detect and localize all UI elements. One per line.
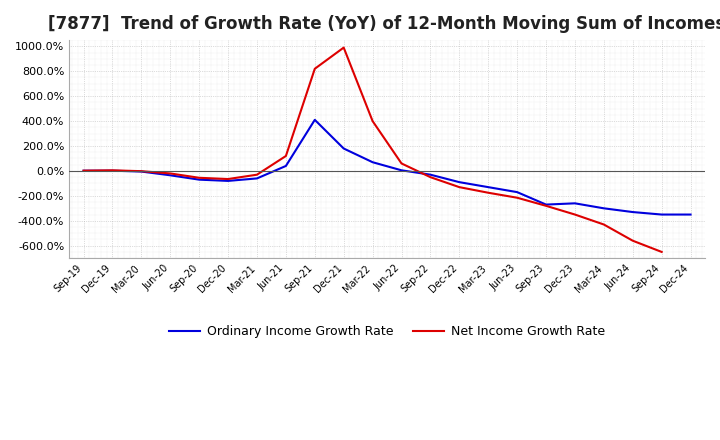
Net Income Growth Rate — [513, 195, 521, 200]
Net Income Growth Rate — [253, 172, 261, 177]
Line: Net Income Growth Rate: Net Income Growth Rate — [84, 48, 662, 252]
Net Income Growth Rate — [397, 161, 406, 166]
Ordinary Income Growth Rate — [657, 212, 666, 217]
Ordinary Income Growth Rate — [310, 117, 319, 122]
Ordinary Income Growth Rate — [224, 178, 233, 183]
Ordinary Income Growth Rate — [369, 160, 377, 165]
Ordinary Income Growth Rate — [253, 176, 261, 181]
Title: [7877]  Trend of Growth Rate (YoY) of 12-Month Moving Sum of Incomes: [7877] Trend of Growth Rate (YoY) of 12-… — [48, 15, 720, 33]
Ordinary Income Growth Rate — [600, 205, 608, 211]
Net Income Growth Rate — [541, 203, 550, 209]
Net Income Growth Rate — [657, 249, 666, 255]
Net Income Growth Rate — [166, 171, 174, 176]
Ordinary Income Growth Rate — [484, 184, 492, 190]
Net Income Growth Rate — [455, 184, 464, 190]
Line: Ordinary Income Growth Rate: Ordinary Income Growth Rate — [84, 120, 690, 215]
Net Income Growth Rate — [426, 175, 435, 180]
Net Income Growth Rate — [195, 175, 204, 180]
Net Income Growth Rate — [310, 66, 319, 71]
Net Income Growth Rate — [369, 118, 377, 124]
Net Income Growth Rate — [224, 176, 233, 182]
Net Income Growth Rate — [137, 169, 145, 174]
Ordinary Income Growth Rate — [108, 168, 117, 173]
Ordinary Income Growth Rate — [541, 202, 550, 207]
Ordinary Income Growth Rate — [629, 209, 637, 215]
Net Income Growth Rate — [571, 212, 580, 217]
Net Income Growth Rate — [629, 238, 637, 243]
Ordinary Income Growth Rate — [455, 180, 464, 185]
Ordinary Income Growth Rate — [79, 168, 88, 173]
Net Income Growth Rate — [484, 190, 492, 195]
Net Income Growth Rate — [108, 168, 117, 173]
Net Income Growth Rate — [79, 168, 88, 173]
Ordinary Income Growth Rate — [571, 201, 580, 206]
Ordinary Income Growth Rate — [513, 190, 521, 195]
Ordinary Income Growth Rate — [166, 172, 174, 178]
Ordinary Income Growth Rate — [339, 146, 348, 151]
Net Income Growth Rate — [282, 154, 290, 159]
Legend: Ordinary Income Growth Rate, Net Income Growth Rate: Ordinary Income Growth Rate, Net Income … — [163, 320, 611, 344]
Ordinary Income Growth Rate — [686, 212, 695, 217]
Ordinary Income Growth Rate — [137, 169, 145, 174]
Net Income Growth Rate — [600, 222, 608, 227]
Ordinary Income Growth Rate — [282, 163, 290, 169]
Net Income Growth Rate — [339, 45, 348, 50]
Ordinary Income Growth Rate — [195, 177, 204, 182]
Ordinary Income Growth Rate — [426, 172, 435, 177]
Ordinary Income Growth Rate — [397, 168, 406, 173]
